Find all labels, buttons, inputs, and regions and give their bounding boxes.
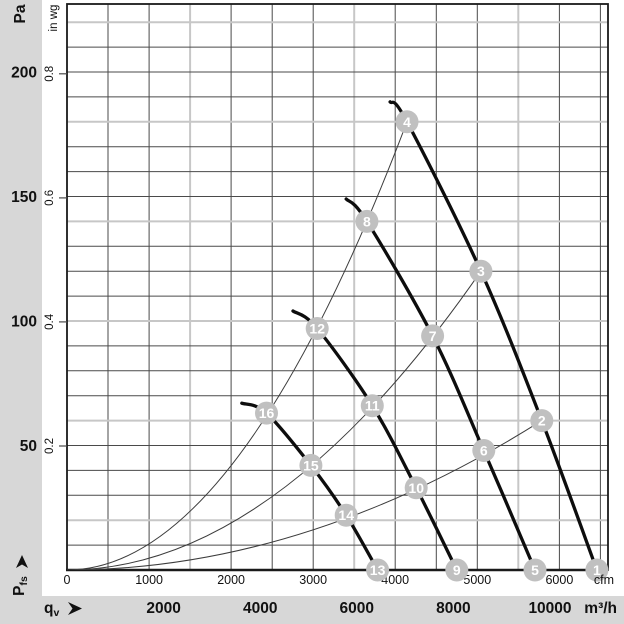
operating-point-badge <box>469 259 493 283</box>
inwg-tick-label: 0.4 <box>44 313 56 330</box>
system-curve-high <box>67 121 408 570</box>
up-arrow-icon <box>16 555 28 568</box>
axis-tick-labels: 50 100 150 200 0.2 0.4 0.6 0.8 0 1000 2000 3000 4000… <box>11 65 573 618</box>
left-margin-band <box>0 0 42 624</box>
operating-point-badge <box>472 439 496 462</box>
badge-number: 11 <box>365 398 380 414</box>
pa-tick-label: 100 <box>11 314 37 331</box>
badge-number: 5 <box>531 562 539 578</box>
pa-tick-label: 200 <box>11 65 37 82</box>
operating-point-badge <box>305 317 329 340</box>
operating-point-badge <box>395 110 419 134</box>
operating-point-badge <box>334 503 358 527</box>
badge-number: 10 <box>408 480 424 496</box>
operating-point-badge <box>445 558 469 582</box>
operating-point-badge <box>366 558 390 582</box>
bottom-margin-band <box>0 596 624 624</box>
m3h-tick-label: 6000 <box>340 600 374 617</box>
cfm-tick-label: 0 <box>64 573 71 587</box>
badge-number: 4 <box>403 114 411 130</box>
badge-number: 15 <box>303 457 319 473</box>
right-arrow-icon <box>68 602 82 615</box>
pa-tick-label: 150 <box>11 189 37 206</box>
operating-point-badge <box>360 394 384 418</box>
system-curve-mid <box>67 270 482 570</box>
pa-axis-title: Pa <box>12 4 29 23</box>
pa-tick-label: 50 <box>20 438 37 455</box>
m3h-tick-label: 10000 <box>528 600 571 617</box>
operating-point-badge <box>585 558 609 582</box>
axis-ticks <box>59 73 67 447</box>
badge-number: 3 <box>477 263 485 279</box>
cfm-tick-label: 6000 <box>545 573 573 587</box>
operating-point-badge <box>421 324 445 348</box>
cfm-tick-label: 2000 <box>217 573 245 587</box>
m3h-tick-label: 2000 <box>146 600 180 617</box>
cfm-unit-label: cfm <box>594 573 614 587</box>
badge-number: 9 <box>453 562 461 578</box>
operating-point-badge <box>299 453 323 477</box>
y-axis-quantity-label: Pfs <box>11 555 30 596</box>
badge-number: 13 <box>370 562 386 578</box>
badge-number: 12 <box>309 321 325 337</box>
pfs-label: Pfs <box>11 576 30 596</box>
operating-point-badge <box>255 401 278 425</box>
x-axis-quantity-label: qv <box>44 600 82 619</box>
inwg-tick-label: 0.2 <box>44 438 56 454</box>
operating-point-badge <box>523 558 547 582</box>
operating-point-badge <box>355 209 379 233</box>
cfm-tick-label: 1000 <box>135 573 163 587</box>
badge-number: 8 <box>363 213 371 229</box>
grid <box>67 4 608 570</box>
badge-number: 7 <box>429 328 437 344</box>
badge-number: 2 <box>538 413 546 429</box>
cfm-tick-label: 4000 <box>381 573 409 587</box>
qv-label: qv <box>44 600 59 619</box>
inwg-tick-label: 0.8 <box>44 66 56 82</box>
badge-number: 6 <box>480 443 488 459</box>
badge-number: 16 <box>259 405 275 421</box>
operating-point-badge <box>530 409 554 433</box>
badge-number: 1 <box>593 562 601 578</box>
cfm-tick-label: 5000 <box>463 573 491 587</box>
cfm-tick-label: 3000 <box>299 573 327 587</box>
m3h-tick-label: 4000 <box>243 600 277 617</box>
badge-number: 14 <box>338 507 354 523</box>
m3h-unit-label: m³/h <box>584 600 617 617</box>
operating-point-badge <box>404 476 428 500</box>
inwg-axis-title: in wg <box>48 5 60 32</box>
m3h-tick-label: 8000 <box>436 600 470 617</box>
inwg-tick-label: 0.6 <box>44 190 56 206</box>
